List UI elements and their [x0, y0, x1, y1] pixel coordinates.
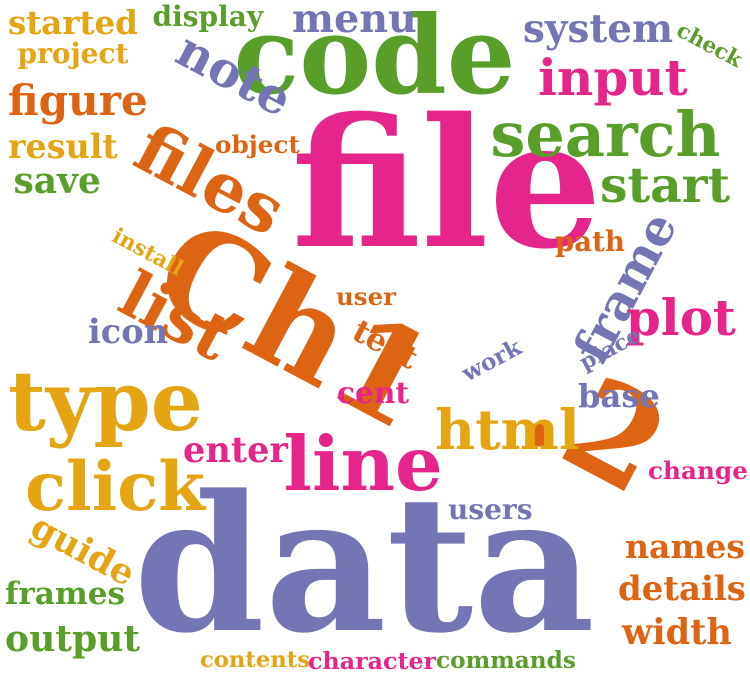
word-width: width: [622, 611, 732, 653]
word-line: line: [283, 420, 443, 508]
word-users: users: [448, 493, 533, 526]
word-display: display: [152, 0, 264, 33]
word-data: data: [133, 454, 595, 673]
word-change: change: [648, 455, 748, 485]
word-search: search: [490, 98, 721, 171]
word-character: character: [308, 647, 437, 673]
word-menu: menu: [292, 0, 417, 42]
word-commands: commands: [436, 646, 576, 673]
word-figure: figure: [8, 75, 148, 125]
word-project: project: [17, 37, 129, 70]
word-result: result: [8, 126, 118, 166]
word-click: click: [25, 446, 206, 526]
word-save: save: [13, 160, 101, 202]
word-file: file: [291, 80, 603, 289]
word-base: base: [578, 377, 660, 415]
word-type: type: [8, 354, 203, 450]
word-frames: frames: [5, 575, 126, 612]
word-started: started: [8, 2, 138, 42]
word-names: names: [625, 526, 746, 566]
word-details: details: [618, 569, 746, 609]
word-html: html: [435, 397, 580, 463]
word-code: code: [233, 0, 516, 119]
word-object: object: [215, 129, 300, 159]
word-work: work: [456, 333, 526, 387]
word-system: system: [523, 6, 674, 52]
word-plot: plot: [626, 288, 736, 347]
word-output: output: [5, 617, 141, 660]
word-path: path: [555, 226, 625, 258]
word-cent: cent: [337, 375, 410, 410]
word-enter: enter: [183, 429, 288, 471]
word-user: user: [336, 282, 397, 311]
word-input: input: [538, 48, 688, 107]
word-start: start: [600, 156, 731, 214]
word-icon: icon: [88, 311, 169, 351]
word-contents: contents: [200, 646, 311, 673]
